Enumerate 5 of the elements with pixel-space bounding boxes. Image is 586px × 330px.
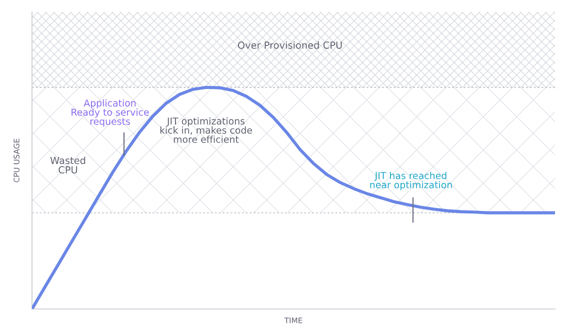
band-label: Wasted CPU [50, 156, 86, 174]
annotation: JIT has reached near optimization [370, 172, 452, 190]
annotation: Application Ready to service requests [72, 99, 149, 127]
band-label: Over Provisioned CPU [238, 41, 342, 49]
annotation: JIT optimizations kick in, makes code more efficient [160, 117, 252, 143]
